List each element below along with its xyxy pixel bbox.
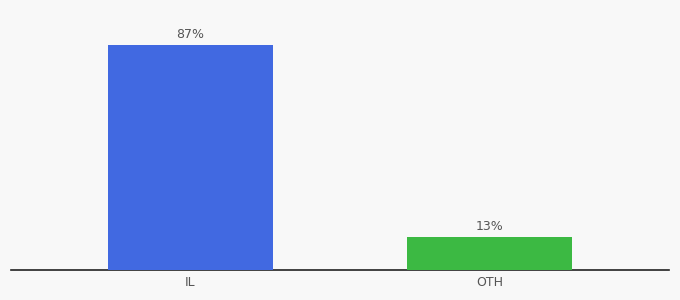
- Text: 13%: 13%: [475, 220, 503, 233]
- Bar: [407, 237, 572, 270]
- Text: 87%: 87%: [177, 28, 205, 41]
- Bar: [108, 45, 273, 270]
